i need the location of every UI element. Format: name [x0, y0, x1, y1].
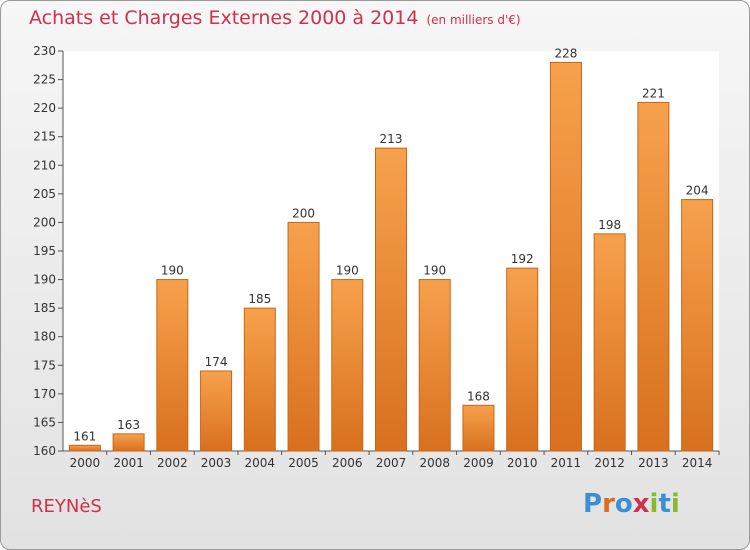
proxiti-logo: Proxiti [583, 489, 680, 519]
x-tick-label: 2013 [638, 456, 669, 470]
y-tick-label: 175 [33, 358, 56, 372]
y-tick-label: 180 [33, 330, 56, 344]
x-tick-label: 2000 [70, 456, 101, 470]
bar [418, 279, 451, 452]
y-tick-label: 170 [33, 387, 56, 401]
bar [331, 279, 364, 452]
bar-value-label: 228 [554, 46, 577, 60]
bar [200, 370, 233, 452]
bar-value-label: 221 [642, 86, 665, 100]
bar-value-label: 213 [380, 132, 403, 146]
y-tick-label: 200 [33, 215, 56, 229]
bar-value-label: 204 [686, 184, 709, 198]
y-tick-label: 205 [33, 187, 56, 201]
logo-letter: t [658, 489, 671, 519]
x-tick-label: 2002 [157, 456, 188, 470]
bar-value-label: 190 [161, 264, 184, 278]
bar-value-label: 198 [598, 218, 621, 232]
bar-value-label: 168 [467, 389, 490, 403]
y-tick-label: 160 [33, 444, 56, 458]
x-tick-label: 2010 [507, 456, 538, 470]
bar [681, 199, 714, 452]
logo-letter: x [632, 489, 650, 519]
x-tick-label: 2009 [463, 456, 494, 470]
y-tick-label: 220 [33, 101, 56, 115]
y-tick-label: 215 [33, 130, 56, 144]
bar [506, 267, 539, 452]
x-tick-label: 2006 [332, 456, 363, 470]
y-tick-label: 190 [33, 273, 56, 287]
bar-value-label: 190 [336, 264, 359, 278]
logo-letter: i [670, 489, 680, 519]
y-tick-label: 210 [33, 158, 56, 172]
bar [243, 307, 276, 452]
x-tick-label: 2007 [376, 456, 407, 470]
bar [112, 433, 145, 452]
x-tick-label: 2012 [594, 456, 625, 470]
place-name: REYNèS [31, 496, 102, 517]
x-tick-label: 2003 [201, 456, 232, 470]
bar [375, 147, 407, 452]
bar-value-label: 174 [205, 355, 228, 369]
bar-value-label: 192 [511, 252, 534, 266]
x-tick-label: 2008 [419, 456, 450, 470]
y-tick-label: 225 [33, 73, 56, 87]
x-tick-label: 2011 [551, 456, 582, 470]
x-tick-label: 2005 [288, 456, 319, 470]
bar-value-label: 185 [248, 292, 271, 306]
logo-letter: r [602, 489, 615, 519]
bar [287, 221, 320, 452]
chart-subtitle: (en milliers d'€) [426, 13, 521, 27]
logo-letter: o [614, 489, 633, 519]
chart-title: Achats et Charges Externes 2000 à 2014 (e… [29, 7, 521, 29]
bar [462, 404, 495, 452]
bar [156, 279, 189, 452]
x-tick-label: 2001 [113, 456, 144, 470]
bar-value-label: 161 [73, 429, 96, 443]
y-tick-label: 195 [33, 244, 56, 258]
bar-value-label: 163 [117, 418, 140, 432]
x-tick-label: 2014 [682, 456, 713, 470]
y-tick-label: 230 [33, 44, 56, 58]
y-tick-label: 185 [33, 301, 56, 315]
bar [549, 61, 582, 452]
x-tick-label: 2004 [245, 456, 276, 470]
bar [68, 444, 101, 452]
logo-letter: P [583, 489, 603, 519]
bar-value-label: 190 [423, 264, 446, 278]
bar [593, 233, 626, 452]
bar-value-label: 200 [292, 206, 315, 220]
logo-letter: i [649, 489, 659, 519]
chart-title-text: Achats et Charges Externes 2000 à 2014 [29, 7, 419, 29]
y-tick-label: 165 [33, 415, 56, 429]
bar [637, 101, 670, 452]
